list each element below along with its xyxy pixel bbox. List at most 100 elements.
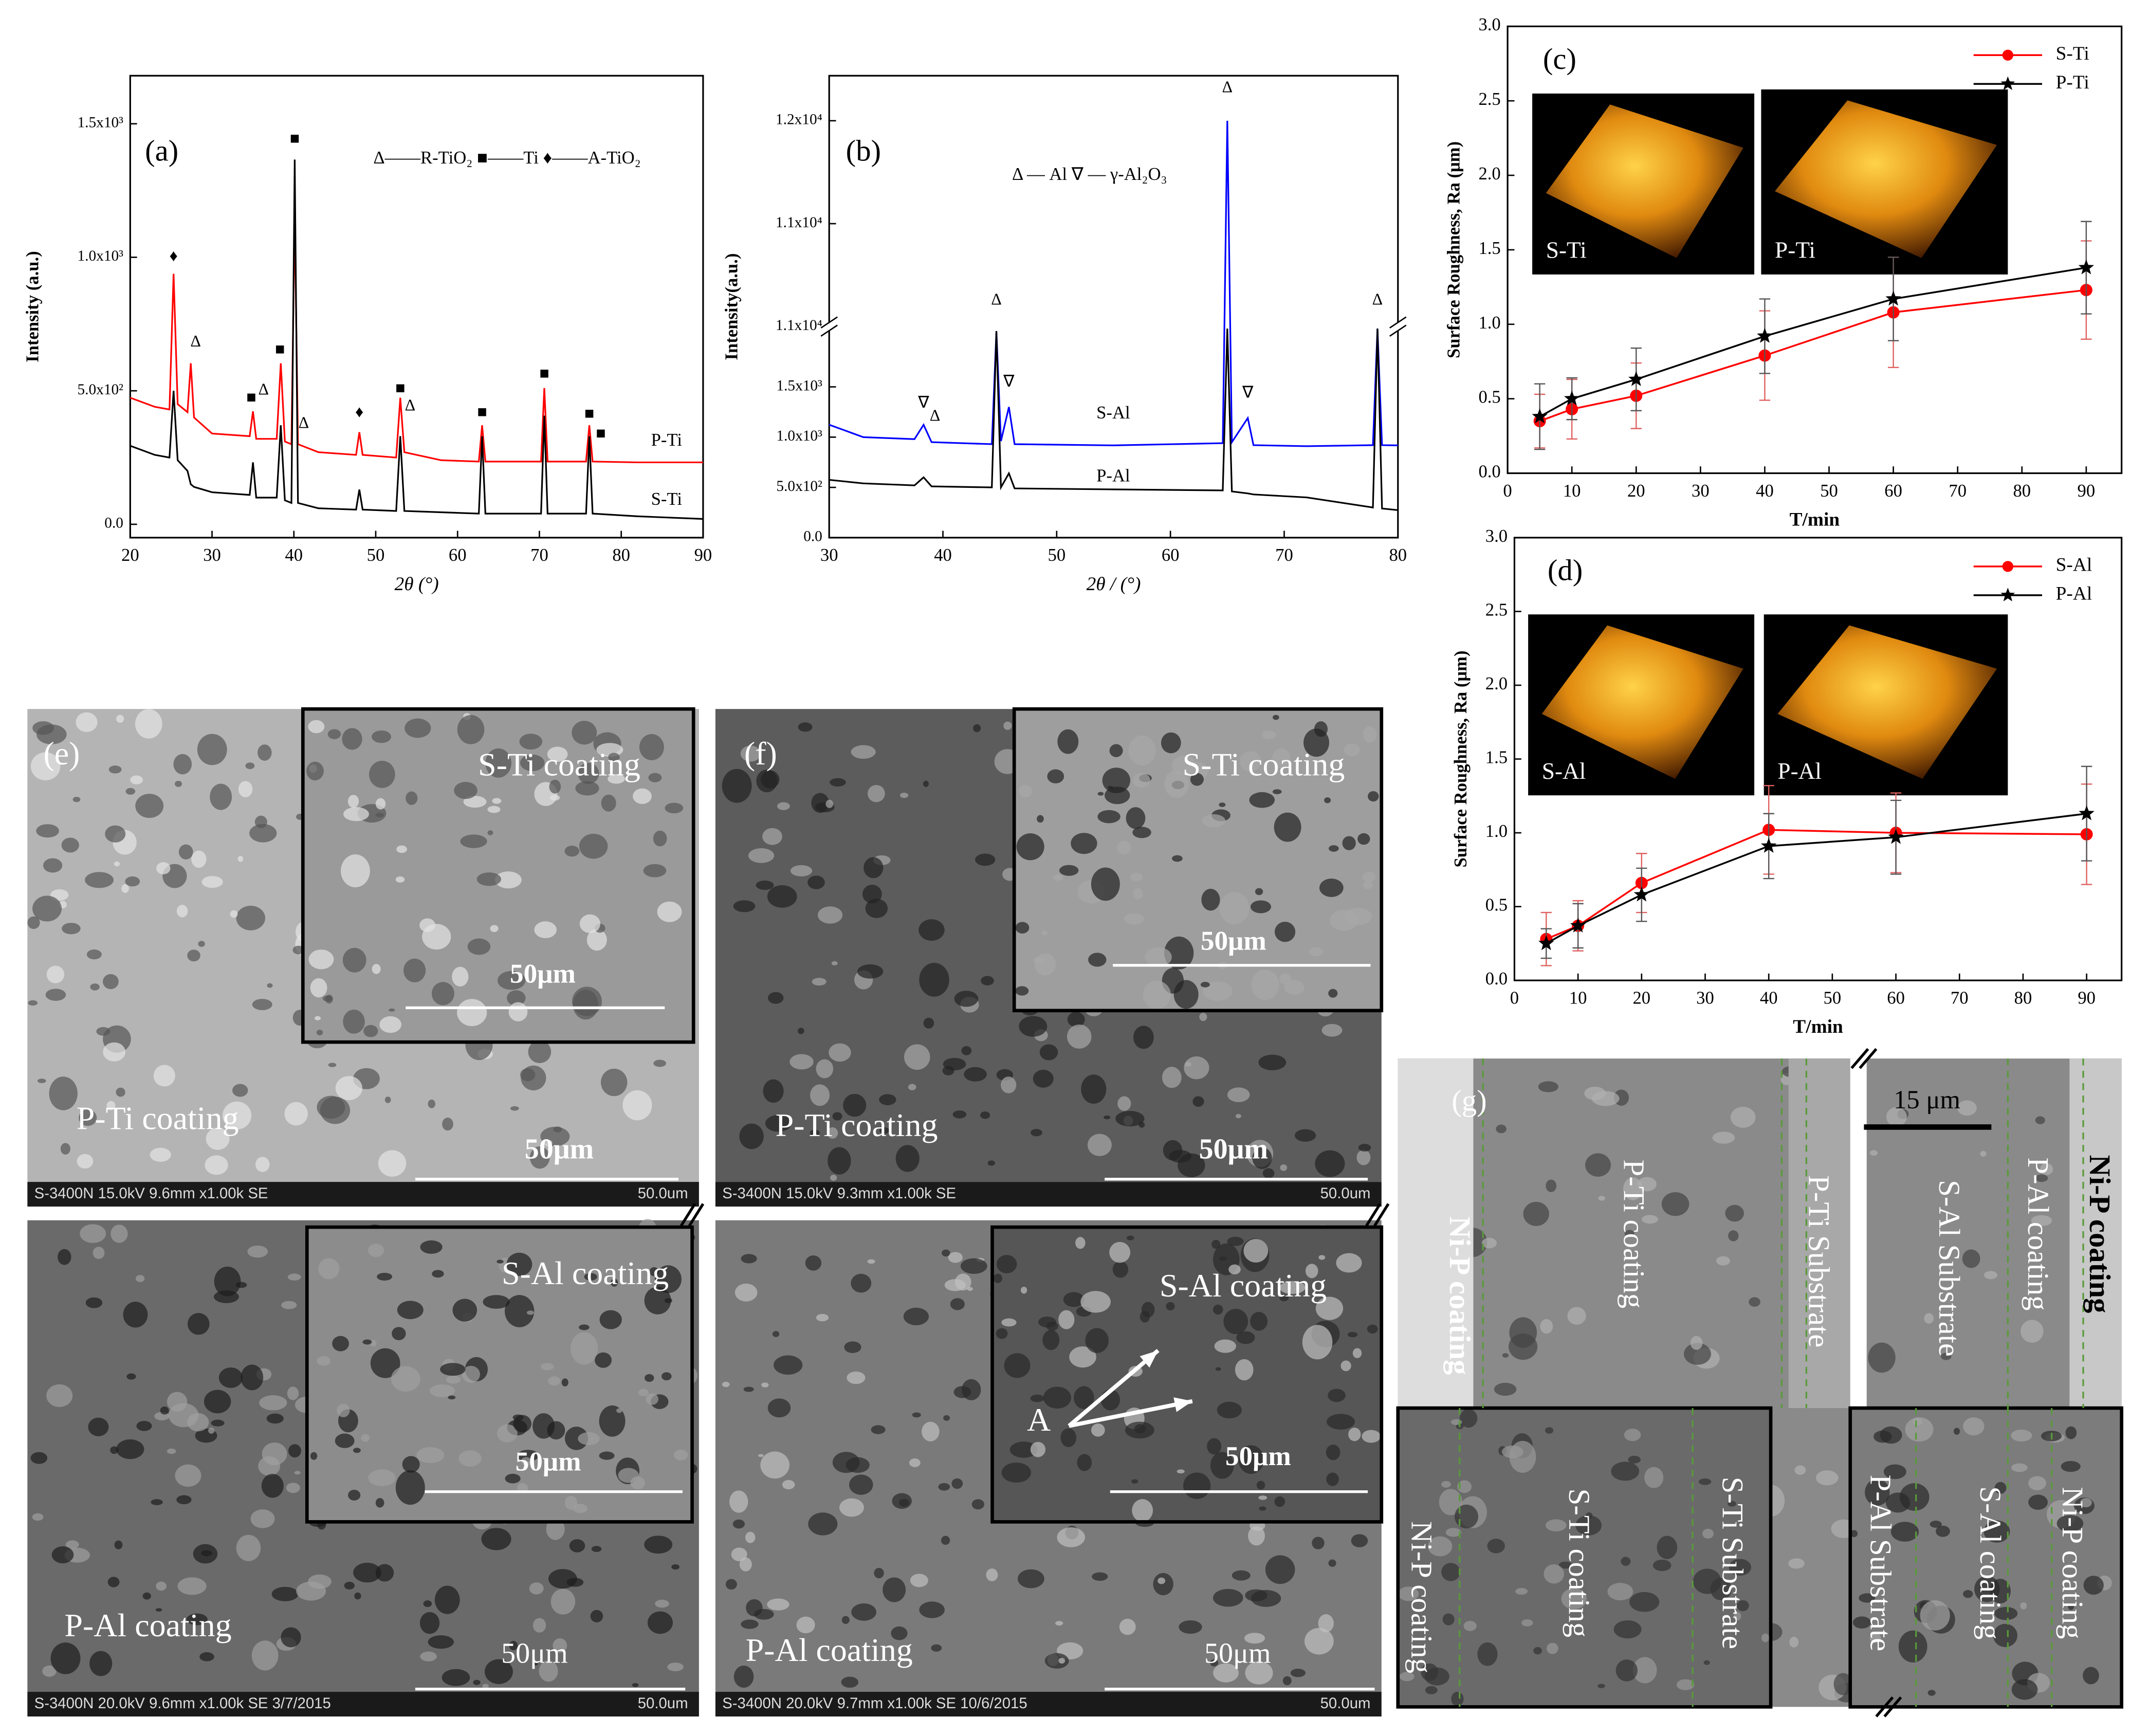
- sem-texture: [638, 1388, 649, 1396]
- sem-texture: [379, 1016, 401, 1033]
- sem-texture: [1477, 1642, 1498, 1666]
- sem-texture: [1439, 1489, 1462, 1515]
- sem-texture: [1305, 1264, 1318, 1278]
- sem-texture: [372, 730, 391, 743]
- afm-label: P-Al: [1777, 758, 1822, 784]
- inset-scale-text: 50μm: [1201, 925, 1266, 956]
- sem-texture: [452, 966, 469, 986]
- sem-texture: [521, 1065, 546, 1091]
- sem-texture: [116, 1087, 125, 1097]
- sem-texture: [1509, 1333, 1538, 1360]
- arrow: [1069, 1399, 1193, 1428]
- sem-texture: [825, 799, 834, 808]
- y-tick-label: 5.0x10²: [78, 381, 124, 398]
- scale-text: 50μm: [525, 1133, 594, 1165]
- sem-texture: [353, 1562, 381, 1583]
- sem-texture: [971, 1499, 984, 1510]
- sem-image: [1850, 1408, 2122, 1707]
- sem-texture: [741, 1619, 759, 1629]
- sem-texture: [2011, 1463, 2028, 1472]
- sem-texture: [740, 745, 761, 762]
- x-tick-label: 50: [367, 545, 385, 565]
- sem-texture: [1126, 1235, 1134, 1240]
- x-tick-label: 50: [1824, 988, 1842, 1008]
- sem-texture: [1442, 1613, 1455, 1625]
- sem-texture: [1342, 836, 1356, 850]
- sem-texture: [160, 1406, 169, 1415]
- legend-label: P-Ti: [2056, 72, 2089, 93]
- x-tick-label: 80: [1389, 545, 1407, 565]
- legend-marker: [2002, 49, 2014, 61]
- sem-image: [1014, 709, 1382, 1011]
- sem-texture: [967, 1287, 973, 1291]
- sem-texture: [1067, 1024, 1092, 1049]
- sem-texture: [1547, 1642, 1558, 1654]
- sem-texture: [126, 1373, 136, 1380]
- x-tick-label: 80: [2013, 481, 2031, 501]
- panel-label: (e): [43, 735, 80, 772]
- sem-texture: [857, 964, 884, 979]
- sem-texture: [899, 792, 909, 798]
- sem-texture: [1953, 1428, 1960, 1435]
- sem-texture: [72, 796, 81, 802]
- sem-texture: [208, 1428, 215, 1434]
- sem-texture: [1457, 1480, 1472, 1493]
- sem-texture: [1898, 1630, 1927, 1663]
- sem-texture: [89, 1651, 113, 1676]
- afm-label: S-Ti: [1546, 237, 1587, 263]
- sem-texture: [762, 828, 782, 845]
- sem-texture: [1351, 1534, 1368, 1547]
- sem-texture: [1039, 1044, 1058, 1061]
- inset-caption: S-Ti coating: [478, 746, 640, 783]
- sem-texture: [335, 1076, 362, 1101]
- sem-texture: [865, 899, 888, 918]
- sem-texture: [58, 1249, 71, 1265]
- y-tick-label: 2.5: [1478, 89, 1500, 109]
- sem-texture: [851, 1603, 877, 1621]
- sem-texture: [526, 1310, 535, 1315]
- sem-texture: [130, 775, 143, 784]
- sem-texture: [43, 858, 63, 873]
- sem-texture: [534, 921, 557, 939]
- sem-texture: [1624, 1429, 1641, 1441]
- layer-label: S-Ti coating: [1563, 1489, 1596, 1638]
- sem-texture: [1015, 986, 1029, 996]
- sem-texture: [616, 1408, 622, 1413]
- scale-text: 50μm: [501, 1638, 568, 1670]
- sem-texture: [798, 722, 813, 732]
- sem-texture: [1009, 1441, 1038, 1458]
- sem-texture: [909, 1458, 921, 1468]
- sem-texture: [106, 1101, 116, 1110]
- sem-texture: [864, 857, 884, 879]
- sem-texture: [375, 1498, 384, 1508]
- sem-texture: [546, 1518, 565, 1540]
- sem-texture: [150, 1147, 171, 1162]
- sem-texture: [520, 754, 545, 772]
- sem-texture: [1179, 1620, 1202, 1634]
- sem-texture: [193, 1544, 218, 1564]
- sem-texture: [201, 876, 223, 888]
- sem-texture: [255, 1157, 270, 1172]
- sem-texture: [1290, 1669, 1306, 1677]
- sem-texture: [456, 999, 487, 1027]
- sem-texture: [600, 1068, 628, 1097]
- sem-texture: [1868, 1342, 1896, 1373]
- x-tick-label: 20: [121, 545, 139, 565]
- sem-texture: [448, 1395, 456, 1400]
- sem-texture: [565, 1495, 578, 1510]
- sem-texture: [1272, 789, 1282, 794]
- sem-texture: [504, 1295, 535, 1327]
- sem-info-scale: 50.0um: [638, 1185, 688, 1202]
- axis-break: [820, 316, 838, 329]
- sem-texture: [1309, 947, 1324, 957]
- sem-texture: [1344, 908, 1372, 925]
- sem-texture: [1398, 1586, 1419, 1601]
- sem-texture: [1794, 1465, 1806, 1475]
- sem-texture: [287, 1273, 301, 1281]
- marker: [2078, 259, 2095, 275]
- sem-texture: [343, 1009, 365, 1034]
- sem-texture: [772, 1331, 780, 1338]
- sem-texture: [1075, 1237, 1086, 1249]
- sem-texture: [1736, 1600, 1749, 1612]
